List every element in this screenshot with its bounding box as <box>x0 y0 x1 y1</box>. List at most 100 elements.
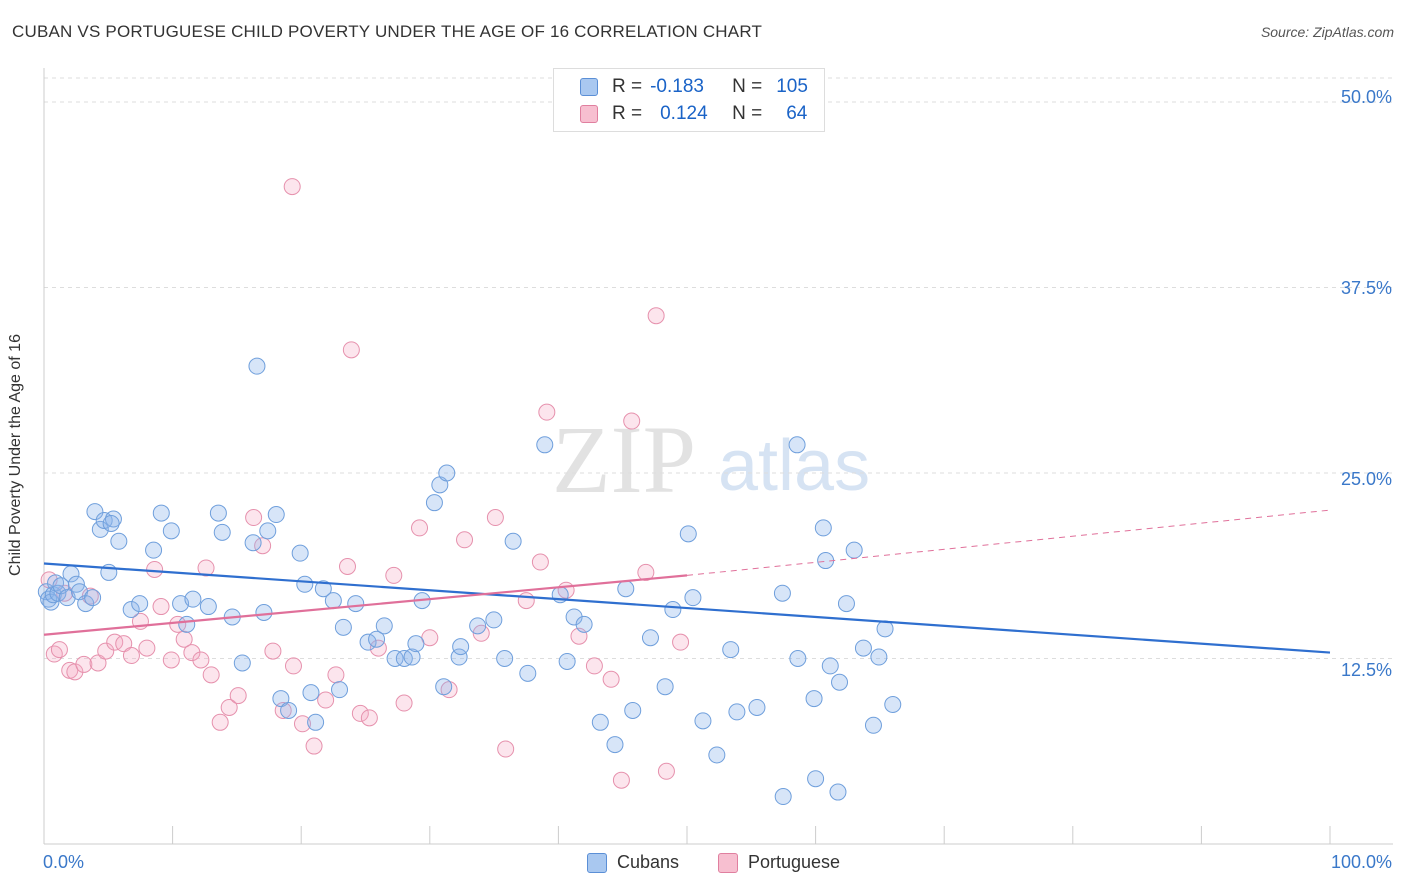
r-label: R = <box>612 76 643 97</box>
cuban-point <box>821 657 839 675</box>
cuban-point <box>854 639 872 657</box>
cuban-point <box>272 690 290 708</box>
portuguese-point <box>152 598 170 616</box>
portuguese-point <box>146 560 164 578</box>
watermark: ZIP atlas <box>552 406 870 513</box>
cuban-point <box>131 595 149 613</box>
cuban-point <box>641 629 659 647</box>
cuban-point <box>84 589 102 607</box>
cuban-point <box>617 580 635 598</box>
cuban-point <box>324 592 342 610</box>
axes <box>43 68 1393 845</box>
portuguese-point <box>211 713 229 731</box>
portuguese-point <box>612 771 630 789</box>
cuban-point <box>347 595 365 613</box>
portuguese-point <box>585 657 603 675</box>
cuban-point <box>591 713 609 731</box>
cuban-point <box>334 618 352 636</box>
portuguese-point <box>317 691 335 709</box>
cuban-point <box>331 681 349 699</box>
x-tick-max: 100.0% <box>1330 852 1392 872</box>
portuguese-point <box>162 651 180 669</box>
portuguese-point <box>305 737 323 755</box>
cuban-point <box>708 746 726 764</box>
cuban-point <box>469 617 487 635</box>
watermark-atlas: atlas <box>718 426 870 506</box>
cuban-point <box>368 630 386 648</box>
y-tick-50: 50.0% <box>1340 87 1392 107</box>
portuguese-point <box>284 657 302 675</box>
y-tick-12-5: 12.5% <box>1340 660 1392 680</box>
portuguese-point <box>122 647 140 665</box>
portuguese-point <box>175 630 193 648</box>
cuban-point <box>178 615 196 633</box>
cuban-point <box>624 701 642 719</box>
cuban-point <box>58 589 76 607</box>
cuban-point <box>773 584 791 602</box>
portuguese-point <box>183 644 201 662</box>
y-tick-25: 25.0% <box>1340 469 1392 489</box>
cuban-point <box>145 541 163 559</box>
cuban-point <box>845 541 863 559</box>
cuban-point <box>485 611 503 629</box>
cuban-point <box>255 603 273 621</box>
portuguese-point <box>360 709 378 727</box>
portuguese-point <box>538 403 556 421</box>
portuguese-point <box>115 635 133 653</box>
portuguese-point <box>97 642 115 660</box>
source-label: Source: ZipAtlas.com <box>1260 24 1394 40</box>
cuban-point <box>102 514 120 532</box>
bottom-legend-portuguese: Portuguese <box>718 852 840 873</box>
cuban-point <box>386 650 404 667</box>
cuban-point <box>656 678 674 696</box>
portuguese-point <box>264 642 282 660</box>
bottom-legend-cubans: Cubans <box>587 852 679 873</box>
cuban-point <box>213 523 231 541</box>
n-label: N = <box>732 76 763 97</box>
cuban-point <box>259 522 277 540</box>
cuban-point <box>375 617 393 635</box>
n-value: 105 <box>776 76 808 97</box>
cuban-point <box>267 506 285 524</box>
cuban-point <box>684 589 702 607</box>
r-value: 0.124 <box>660 103 708 124</box>
cuban-point <box>664 601 682 619</box>
portuguese-point <box>192 651 210 669</box>
cuban-point <box>91 520 109 538</box>
portuguese-point <box>486 509 504 527</box>
cuban-point <box>837 595 855 613</box>
cuban-point <box>47 574 65 592</box>
portuguese-point <box>245 509 263 527</box>
cuban-point <box>774 788 792 806</box>
cuban-point <box>233 654 251 672</box>
cuban-point <box>435 678 453 696</box>
portuguese-point <box>637 563 655 581</box>
n-label: N = <box>732 103 763 124</box>
portuguese-point <box>623 412 641 430</box>
portuguese-point <box>197 559 215 577</box>
portuguese-point <box>229 687 247 705</box>
portuguese-point <box>45 645 63 663</box>
portuguese-point <box>456 531 474 549</box>
portuguese-point <box>106 633 124 651</box>
portuguese-swatch <box>580 105 598 123</box>
portuguese-point <box>283 178 301 196</box>
chart-title: CUBAN VS PORTUGUESE CHILD POVERTY UNDER … <box>12 22 763 41</box>
portuguese-point <box>342 341 360 359</box>
cuban-point <box>122 601 140 619</box>
cuban-point <box>558 652 576 670</box>
cuban-point <box>536 436 554 454</box>
cuban-point <box>831 673 849 691</box>
cubans-label: Cubans <box>617 852 680 872</box>
cuban-point <box>86 503 104 521</box>
cuban-point <box>184 590 202 608</box>
cuban-point <box>209 504 227 522</box>
cuban-point <box>307 713 325 731</box>
cuban-point <box>104 510 122 528</box>
portuguese-trend-extension <box>686 509 1331 576</box>
cuban-point <box>438 464 456 482</box>
n-value: 64 <box>786 103 808 124</box>
portuguese-point <box>531 553 549 571</box>
cuban-point <box>519 664 537 682</box>
